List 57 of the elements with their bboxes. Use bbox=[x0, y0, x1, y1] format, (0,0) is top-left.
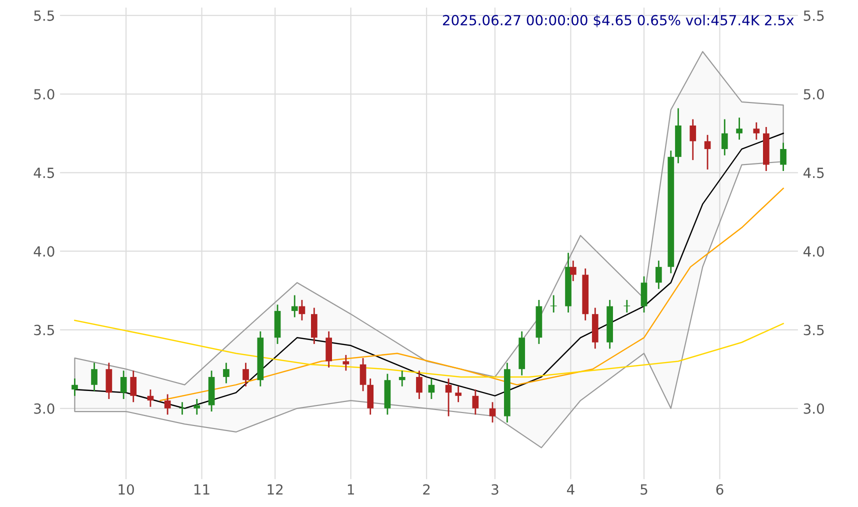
candlestick bbox=[704, 134, 711, 170]
candlestick bbox=[91, 362, 98, 392]
candlestick bbox=[428, 378, 435, 400]
line-series bbox=[74, 320, 784, 378]
y2-tick-label: 5.0 bbox=[804, 89, 824, 100]
y-tick-label: 4.5 bbox=[34, 168, 54, 178]
candlestick bbox=[736, 116, 742, 140]
y-tick-label: 5.5 bbox=[34, 10, 54, 21]
candlestick bbox=[194, 398, 200, 416]
candlestick bbox=[367, 378, 374, 416]
y2-tick-label: 3.0 bbox=[804, 403, 824, 414]
candlestick bbox=[130, 370, 137, 403]
candlestick bbox=[398, 370, 406, 388]
y2-tick-label: 4.5 bbox=[803, 168, 824, 178]
y-tick-label: 3.0 bbox=[34, 403, 54, 414]
candlestick bbox=[640, 276, 648, 314]
candlestick bbox=[326, 330, 332, 368]
candlestick bbox=[721, 118, 728, 156]
candlestick bbox=[360, 357, 366, 392]
candlestick bbox=[291, 294, 298, 318]
candlestick bbox=[164, 394, 171, 416]
candlestick bbox=[147, 388, 154, 408]
x-tick-label: 1 bbox=[348, 484, 354, 495]
y-tick-label: 4.0 bbox=[34, 246, 54, 257]
candlestick bbox=[445, 378, 452, 417]
x-tick-label: 6 bbox=[716, 484, 724, 495]
candlestick bbox=[416, 370, 422, 400]
candlestick bbox=[570, 260, 576, 282]
candlestick bbox=[72, 378, 78, 397]
candlestick bbox=[780, 142, 786, 172]
x-tick-label: 4 bbox=[566, 484, 574, 495]
candlestick bbox=[223, 362, 230, 384]
candlestick bbox=[489, 401, 496, 424]
y2-tick-label: 5.5 bbox=[804, 10, 824, 21]
y-tick-label: 3.5 bbox=[34, 324, 54, 336]
x-tick-label: 3 bbox=[492, 484, 498, 495]
candlestick bbox=[342, 354, 350, 372]
candlestick bbox=[753, 122, 760, 140]
chart-title: 2025.06.27 00:00:00 $4.65 0.65% vol:457.4K 2.5x bbox=[442, 14, 794, 28]
x-tick-label: 2 bbox=[423, 484, 430, 495]
line-series bbox=[160, 188, 784, 402]
candlestick bbox=[310, 307, 318, 345]
candlestick bbox=[655, 260, 662, 290]
candlestick bbox=[690, 118, 696, 161]
candlestick bbox=[455, 386, 462, 403]
y-tick-label: 5.0 bbox=[34, 89, 54, 100]
y2-tick-label: 3.5 bbox=[804, 324, 824, 336]
x-tick-label: 12 bbox=[268, 484, 283, 495]
candlestick bbox=[298, 299, 306, 322]
y2-tick-label: 4.0 bbox=[803, 246, 824, 257]
candlestick bbox=[120, 370, 127, 400]
x-tick-label: 10 bbox=[118, 484, 134, 495]
candlestick bbox=[472, 388, 479, 416]
candlestick bbox=[106, 362, 112, 400]
x-tick-label: 5 bbox=[640, 484, 648, 495]
x-tick-label: 11 bbox=[194, 484, 210, 495]
candlestick bbox=[242, 362, 249, 388]
